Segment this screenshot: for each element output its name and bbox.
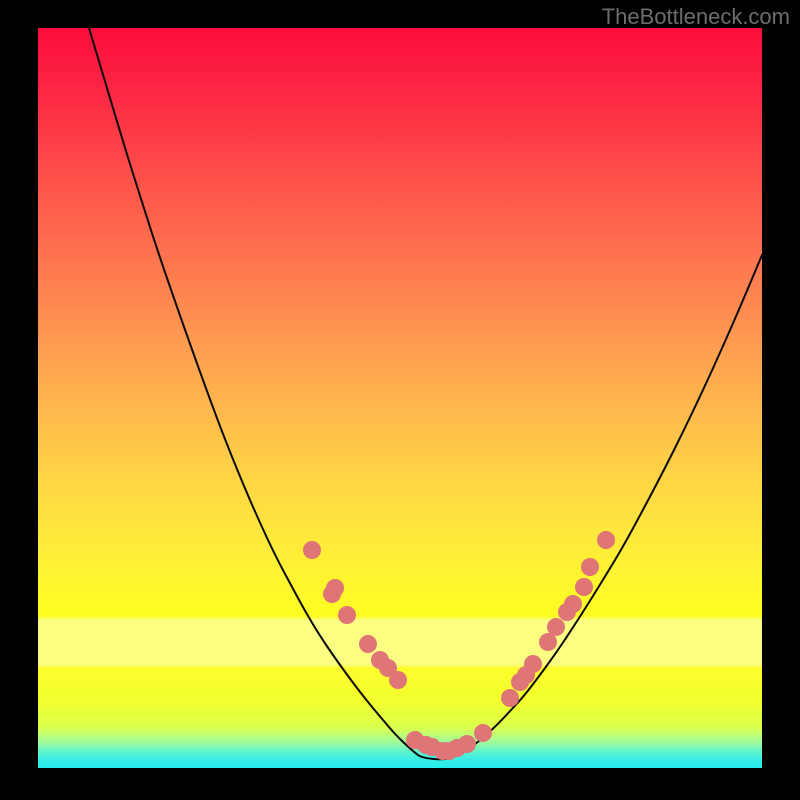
data-marker	[338, 606, 356, 624]
watermark-text: TheBottleneck.com	[602, 4, 790, 30]
data-marker	[501, 689, 519, 707]
data-marker	[575, 578, 593, 596]
chart-container: TheBottleneck.com	[0, 0, 800, 800]
data-marker	[303, 541, 321, 559]
data-marker	[547, 618, 565, 636]
data-marker	[323, 585, 341, 603]
data-marker	[359, 635, 377, 653]
data-marker	[389, 671, 407, 689]
data-marker	[564, 595, 582, 613]
data-marker	[458, 735, 476, 753]
data-marker	[597, 531, 615, 549]
data-marker	[474, 724, 492, 742]
bottleneck-chart	[0, 0, 800, 800]
data-marker	[524, 655, 542, 673]
data-marker	[581, 558, 599, 576]
